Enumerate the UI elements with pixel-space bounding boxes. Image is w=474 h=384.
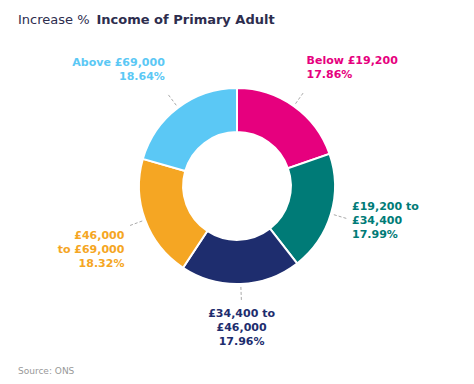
data-label: 18.64% (119, 70, 165, 83)
title: Increase % Income of Primary Adult (18, 12, 275, 27)
category-label: £46,000 (74, 229, 124, 242)
slice-label: Below £19,20017.86% (307, 54, 399, 81)
slice-label: £34,400 to£46,00017.96% (208, 307, 275, 348)
category-label: to £69,000 (58, 243, 125, 256)
data-label: 17.99% (352, 228, 398, 241)
data-label: 18.32% (79, 257, 125, 270)
chart-container: Increase % Income of Primary Adult Source:… (0, 0, 474, 384)
slice-label: £46,000to £69,00018.32% (58, 229, 125, 270)
donut-slice (237, 88, 330, 168)
slices (139, 88, 335, 284)
chart: Increase % Income of Primary Adult Source:… (0, 0, 474, 384)
category-label: £34,400 to (208, 307, 275, 320)
category-label: Below £19,200 (307, 54, 399, 67)
slice-label: Above £69,00018.64% (72, 56, 165, 83)
leader-line (240, 287, 241, 300)
category-label: £19,200 to (352, 200, 419, 213)
title-bold: Income of Primary Adult (97, 12, 275, 27)
title-normal: Increase % (18, 12, 90, 27)
leader-line (334, 215, 346, 219)
donut-slice (143, 88, 237, 171)
leader-line (168, 95, 176, 105)
category-label: £34,400 (352, 214, 402, 227)
source-note: Source: ONS (18, 366, 75, 376)
slice-label: £19,200 to£34,40017.99% (352, 200, 419, 241)
donut-slice (139, 159, 207, 268)
data-label: 17.96% (219, 335, 265, 348)
category-label: £46,000 (217, 321, 267, 334)
leader-line (130, 221, 142, 226)
leader-line (296, 93, 304, 104)
category-label: Above £69,000 (72, 56, 165, 69)
data-label: 17.86% (307, 68, 353, 81)
labels: Below £19,20017.86%£19,200 to£34,40017.9… (58, 54, 420, 348)
